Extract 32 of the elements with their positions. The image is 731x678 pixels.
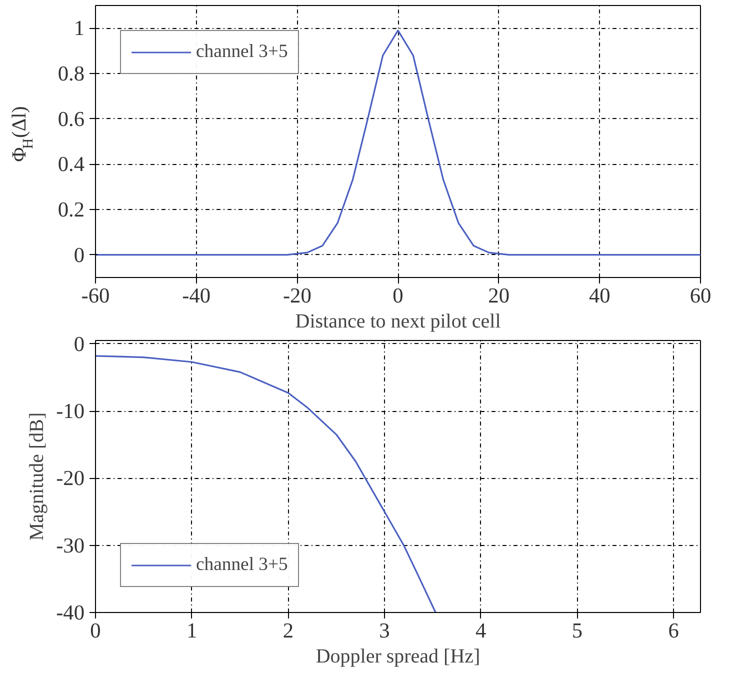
y-tick-label: 0.4 (58, 152, 85, 176)
y-tick-label: -40 (56, 600, 85, 624)
legend-label: channel 3+5 (196, 41, 288, 63)
y-tick-label: 1 (74, 16, 85, 40)
y-tick-label: 0.8 (58, 62, 85, 86)
y-tick-label: 0.6 (58, 106, 85, 131)
x-tick-label: -20 (282, 284, 312, 308)
line-series (96, 355, 436, 612)
y-tick-label: -20 (56, 466, 85, 490)
y-tick-label: 0 (74, 332, 85, 356)
x-tick-label: -60 (81, 284, 110, 308)
x-tick-label: -40 (182, 284, 211, 308)
x-tick-label: 2 (282, 618, 294, 642)
x-tick-label: 4 (476, 618, 487, 642)
x-axis-title: Doppler spread [Hz] (316, 646, 480, 668)
x-tick-label: 60 (690, 284, 712, 308)
x-tick-label: 5 (572, 618, 583, 642)
legend-label: channel 3+5 (196, 554, 288, 576)
x-tick-label: 1 (186, 618, 198, 642)
x-tick-label: 3 (379, 618, 390, 642)
x-tick-label: 0 (90, 618, 101, 642)
x-tick-label: 6 (668, 618, 680, 642)
x-axis-title: Distance to next pilot cell (295, 310, 502, 332)
x-tick-label: 20 (488, 284, 510, 308)
y-tick-label: 0.2 (58, 198, 85, 222)
x-tick-label: 0 (392, 284, 404, 308)
y-tick-label: -30 (56, 533, 85, 558)
y-tick-label: -10 (56, 399, 85, 424)
y-axis-title: Magnitude [dB] (26, 412, 48, 541)
y-tick-label: 0 (74, 242, 85, 267)
y-axis-title: ΦH(Δl) (8, 106, 36, 162)
x-tick-label: 40 (589, 284, 610, 308)
